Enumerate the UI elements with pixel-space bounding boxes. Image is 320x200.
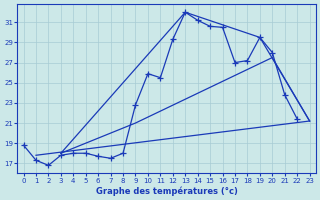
X-axis label: Graphe des températures (°c): Graphe des températures (°c) (96, 186, 237, 196)
